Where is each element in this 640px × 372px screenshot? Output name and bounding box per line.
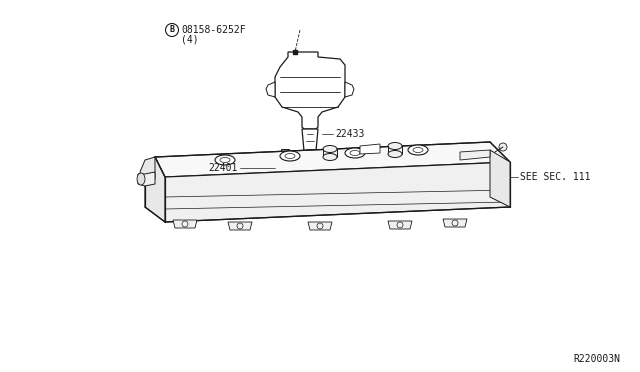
Polygon shape	[490, 150, 510, 207]
Ellipse shape	[323, 145, 337, 153]
Polygon shape	[443, 219, 467, 227]
Polygon shape	[302, 129, 318, 162]
Text: 22401: 22401	[209, 163, 238, 173]
Polygon shape	[460, 150, 490, 160]
Polygon shape	[173, 220, 197, 228]
Polygon shape	[275, 155, 295, 175]
Polygon shape	[275, 52, 345, 129]
Ellipse shape	[388, 142, 402, 150]
Ellipse shape	[345, 148, 365, 158]
Text: SEE SEC. 111: SEE SEC. 111	[520, 172, 591, 182]
Ellipse shape	[299, 164, 321, 196]
Polygon shape	[138, 172, 155, 186]
Polygon shape	[308, 222, 332, 230]
Ellipse shape	[280, 151, 300, 161]
Text: 08158-6252F: 08158-6252F	[181, 25, 246, 35]
Ellipse shape	[137, 173, 145, 185]
Ellipse shape	[323, 154, 337, 160]
Text: 22433: 22433	[335, 129, 364, 139]
Polygon shape	[155, 142, 510, 177]
Text: R220003N: R220003N	[573, 354, 620, 364]
Polygon shape	[266, 82, 275, 97]
Text: (4): (4)	[181, 34, 198, 44]
Polygon shape	[145, 157, 165, 222]
Ellipse shape	[388, 151, 402, 157]
Polygon shape	[345, 82, 354, 97]
Polygon shape	[140, 157, 155, 182]
Polygon shape	[228, 222, 252, 230]
Polygon shape	[165, 162, 510, 222]
Text: B: B	[170, 26, 175, 35]
Polygon shape	[360, 144, 380, 154]
Ellipse shape	[408, 145, 428, 155]
Ellipse shape	[215, 155, 235, 165]
Polygon shape	[388, 221, 412, 229]
Polygon shape	[281, 149, 289, 155]
Circle shape	[499, 143, 507, 151]
